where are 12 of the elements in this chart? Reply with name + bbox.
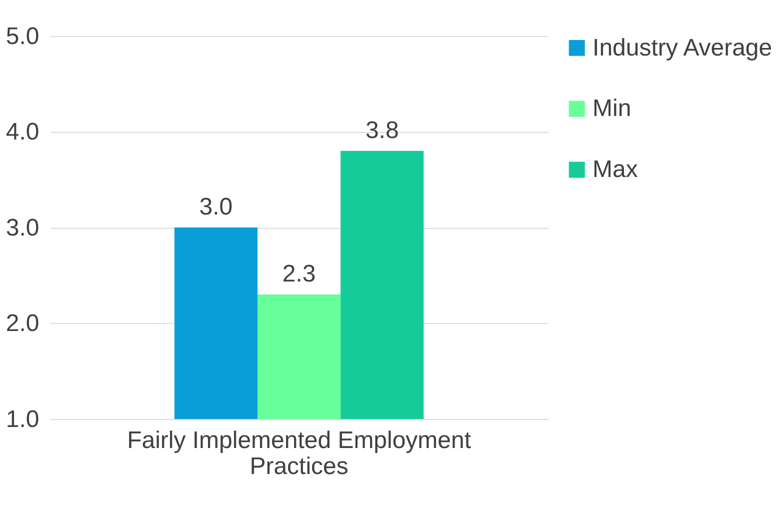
y-tick-label: 3.0 (6, 214, 40, 242)
legend-label: Max (592, 156, 638, 184)
x-tick-label: Fairly Implemented Employment Practices (127, 427, 472, 480)
y-tick-label: 1.0 (6, 406, 40, 433)
y-tick-label: 5.0 (6, 22, 40, 50)
legend-label: Min (592, 95, 632, 122)
data-label: 3.8 (365, 116, 399, 144)
legend-label: Industry Average (592, 34, 772, 62)
y-tick-label: 4.0 (6, 118, 40, 146)
y-tick-label: 2.0 (6, 310, 40, 338)
data-label: 3.0 (199, 194, 233, 221)
data-label: 2.3 (282, 260, 316, 288)
